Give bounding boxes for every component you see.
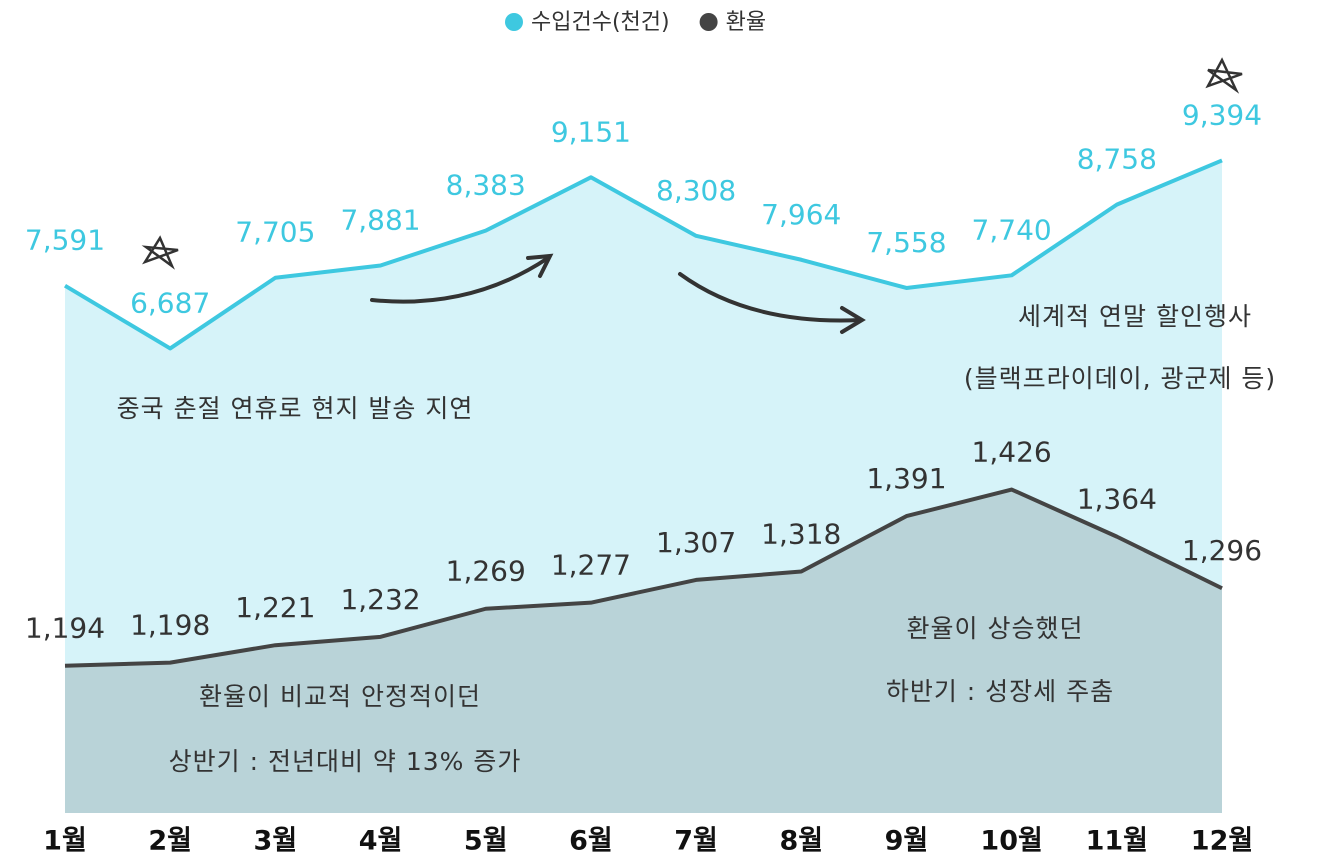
area-fill xyxy=(65,489,1222,813)
arrow-head xyxy=(840,306,866,334)
value-label: 7,881 xyxy=(340,204,420,237)
value-label: 6,687 xyxy=(130,286,210,319)
x-tick-label: 6월 xyxy=(569,826,613,857)
legend-marker xyxy=(505,13,523,31)
legend-label: 수입건수(천건) xyxy=(531,10,670,35)
legend-marker xyxy=(699,13,718,31)
annotation: 중국 춘절 연휴로 현지 발송 지연 xyxy=(117,394,474,423)
line xyxy=(64,487,1223,668)
value-label: 1,296 xyxy=(1182,534,1262,567)
x-tick-label: 4월 xyxy=(359,826,403,857)
annotation: (블랙프라이데이, 광군제 등) xyxy=(964,364,1276,393)
annotation: 상반기 : 전년대비 약 13% 증가 xyxy=(169,747,522,776)
star xyxy=(1205,57,1243,94)
line xyxy=(63,158,1223,351)
x-tick-label: 2월 xyxy=(148,826,192,857)
value-label: 9,151 xyxy=(551,115,631,148)
x-tick-label: 11월 xyxy=(1086,826,1148,857)
arrow xyxy=(370,256,550,304)
x-tick-label: 12월 xyxy=(1191,826,1253,857)
value-label: 7,705 xyxy=(235,216,315,249)
value-label: 1,221 xyxy=(235,591,315,624)
value-label: 7,740 xyxy=(972,213,1052,246)
value-label: 7,964 xyxy=(761,198,841,231)
legend-label: 환율 xyxy=(726,10,766,35)
arrow xyxy=(678,272,862,323)
decorations xyxy=(141,57,1243,334)
x-tick-label: 7월 xyxy=(674,826,718,857)
annotation: 하반기 : 성장세 주춤 xyxy=(886,677,1114,706)
x-tick-label: 3월 xyxy=(254,826,298,857)
x-tick-label: 5월 xyxy=(464,826,508,857)
value-label: 8,758 xyxy=(1077,143,1157,176)
value-label: 9,394 xyxy=(1182,98,1262,131)
star xyxy=(141,235,179,270)
value-label: 1,277 xyxy=(551,549,631,582)
value-label: 1,232 xyxy=(340,583,420,616)
plot xyxy=(63,158,1223,813)
value-label: 1,318 xyxy=(761,518,841,551)
value-label: 7,591 xyxy=(25,224,105,257)
value-label: 7,558 xyxy=(866,226,946,259)
x-tick-label: 1월 xyxy=(43,826,87,857)
annotation: 환율이 비교적 안정적이던 xyxy=(199,682,481,711)
arrow-head xyxy=(526,253,554,278)
x-tick-label: 8월 xyxy=(779,826,823,857)
annotations: 중국 춘절 연휴로 현지 발송 지연 세계적 연말 할인행사 (블랙프라이데이,… xyxy=(117,302,1276,776)
value-label: 1,364 xyxy=(1077,483,1157,516)
x-tick-label: 9월 xyxy=(885,826,929,857)
annotation: 환율이 상승했던 xyxy=(907,614,1084,643)
value-label: 8,383 xyxy=(446,169,526,202)
value-label: 8,308 xyxy=(656,174,736,207)
value-label: 1,391 xyxy=(866,462,946,495)
x-tick-label: 10월 xyxy=(980,826,1042,857)
value-label: 1,307 xyxy=(656,526,736,559)
value-label: 1,269 xyxy=(446,555,526,588)
value-label: 1,198 xyxy=(130,609,210,642)
value-label: 1,426 xyxy=(972,436,1052,469)
value-label: 1,194 xyxy=(25,612,105,645)
annotation: 세계적 연말 할인행사 xyxy=(1018,302,1252,331)
